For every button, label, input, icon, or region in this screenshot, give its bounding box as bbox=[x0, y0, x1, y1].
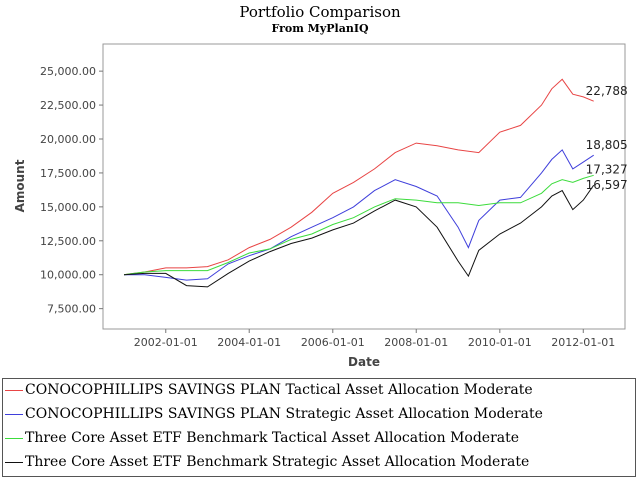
y-tick-label: 25,000.00 bbox=[40, 65, 96, 78]
x-axis: 2002-01-01 2004-01-01 2006-01-01 2008-01-01… bbox=[134, 329, 615, 349]
legend-swatch bbox=[5, 437, 23, 439]
legend-item: Three Core Asset ETF Benchmark Tactical … bbox=[5, 428, 519, 448]
x-tick-label: 2008-01-01 bbox=[384, 336, 448, 349]
x-tick-label: 2006-01-01 bbox=[301, 336, 365, 349]
x-tick-label: 2002-01-01 bbox=[134, 336, 198, 349]
end-value-label: 18,805 bbox=[586, 138, 628, 152]
legend-label: Three Core Asset ETF Benchmark Strategic… bbox=[25, 454, 530, 470]
legend: CONOCOPHILLIPS SAVINGS PLAN Tactical Ass… bbox=[2, 378, 636, 477]
x-tick-label: 2004-01-01 bbox=[217, 336, 281, 349]
end-value-label: 22,788 bbox=[586, 84, 628, 98]
series-line bbox=[123, 174, 594, 276]
legend-swatch bbox=[5, 461, 23, 463]
y-axis-label: Amount bbox=[13, 159, 27, 212]
legend-item: CONOCOPHILLIPS SAVINGS PLAN Tactical Ass… bbox=[5, 380, 533, 400]
end-value-label: 16,597 bbox=[586, 178, 628, 192]
series-line bbox=[123, 184, 595, 288]
legend-item: Three Core Asset ETF Benchmark Strategic… bbox=[5, 452, 529, 472]
y-tick-label: 17,500.00 bbox=[40, 167, 96, 180]
legend-label: Three Core Asset ETF Benchmark Tactical … bbox=[25, 430, 520, 446]
legend-item: CONOCOPHILLIPS SAVINGS PLAN Strategic As… bbox=[5, 404, 543, 424]
legend-label: CONOCOPHILLIPS SAVINGS PLAN Tactical Ass… bbox=[25, 382, 533, 398]
chart-title: Portfolio Comparison bbox=[239, 3, 401, 21]
y-axis: 7,500.00 10,000.00 12,500.00 15,000.00 17,50… bbox=[40, 65, 103, 316]
series-line bbox=[124, 149, 594, 281]
chart-subtitle: From MyPlanIQ bbox=[271, 22, 369, 35]
y-tick-label: 20,000.00 bbox=[40, 133, 96, 146]
legend-swatch bbox=[5, 389, 23, 391]
x-tick-label: 2012-01-01 bbox=[551, 336, 615, 349]
x-tick-label: 2010-01-01 bbox=[468, 336, 532, 349]
x-axis-label: Date bbox=[348, 355, 380, 369]
end-labels: 22,788 18,805 17,327 16,597 bbox=[586, 84, 628, 192]
y-tick-label: 10,000.00 bbox=[40, 269, 96, 282]
y-tick-label: 15,000.00 bbox=[40, 201, 96, 214]
y-tick-label: 7,500.00 bbox=[47, 303, 96, 316]
legend-label: CONOCOPHILLIPS SAVINGS PLAN Strategic As… bbox=[25, 406, 543, 422]
legend-swatch bbox=[5, 413, 23, 415]
y-tick-label: 22,500.00 bbox=[40, 99, 96, 112]
series-lines bbox=[123, 78, 595, 288]
end-value-label: 17,327 bbox=[586, 162, 628, 176]
y-tick-label: 12,500.00 bbox=[40, 235, 96, 248]
chart-svg: Portfolio Comparison From MyPlanIQ 7,500… bbox=[13, 3, 628, 369]
plot-area bbox=[102, 43, 626, 330]
series-line bbox=[123, 78, 594, 276]
